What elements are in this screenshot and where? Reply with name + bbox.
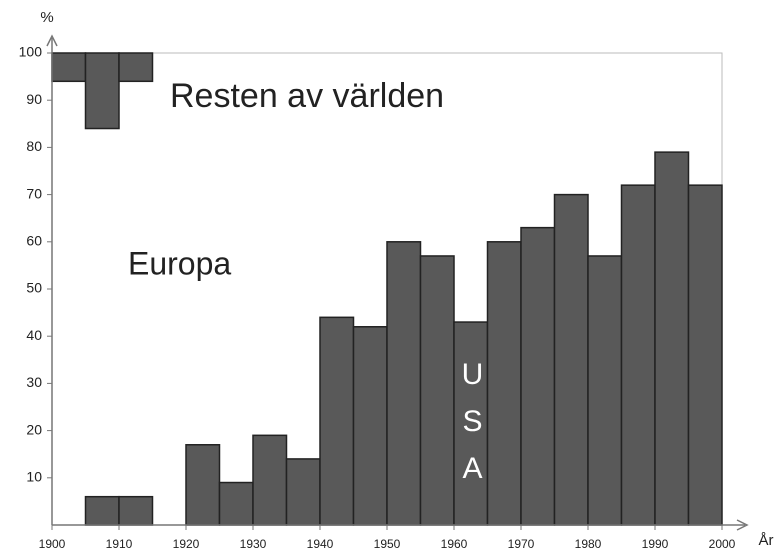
bar — [655, 53, 689, 152]
y-tick-label: 90 — [26, 91, 42, 107]
bar — [689, 53, 723, 185]
bar — [622, 53, 656, 185]
y-tick-label: 30 — [26, 374, 42, 390]
bar — [521, 53, 555, 228]
bar — [118, 52, 154, 83]
bar — [285, 458, 321, 526]
y-tick-label: 100 — [19, 44, 43, 60]
bar — [654, 151, 690, 526]
bar — [153, 53, 187, 525]
y-tick-label: 40 — [26, 327, 42, 343]
bar — [488, 53, 522, 242]
y-tick-label: 80 — [26, 138, 42, 154]
bar — [553, 193, 589, 526]
bar — [454, 53, 488, 322]
bar — [84, 495, 120, 526]
x-axis-label: År — [759, 532, 774, 549]
bar — [118, 495, 154, 526]
bar — [687, 184, 723, 526]
x-tick-label: 1940 — [307, 537, 334, 551]
y-tick-label: 10 — [26, 469, 42, 485]
y-axis-arrow — [46, 34, 58, 47]
bar — [185, 444, 221, 526]
series-label: Resten av världen — [170, 77, 444, 115]
bar — [51, 52, 87, 83]
bar — [252, 434, 288, 526]
x-tick-label: 1960 — [441, 537, 468, 551]
y-tick-label: 50 — [26, 280, 42, 296]
bar — [419, 255, 455, 526]
x-tick-label: 2000 — [709, 537, 736, 551]
x-tick-label: 1980 — [575, 537, 602, 551]
x-tick-label: 1950 — [374, 537, 401, 551]
x-tick-label: 1910 — [106, 537, 133, 551]
bar — [119, 81, 153, 496]
x-tick-label: 1970 — [508, 537, 535, 551]
x-tick-label: 1920 — [173, 537, 200, 551]
y-tick-label: 60 — [26, 233, 42, 249]
bar — [386, 241, 422, 526]
y-tick-label: 70 — [26, 185, 42, 201]
bar — [52, 81, 86, 525]
bar — [588, 53, 622, 256]
bar — [319, 316, 355, 526]
x-tick-label: 1930 — [240, 537, 267, 551]
x-axis-arrow — [736, 519, 749, 531]
bar — [587, 255, 623, 526]
bar — [555, 53, 589, 195]
bar — [520, 226, 556, 526]
bar — [352, 326, 388, 526]
bar — [486, 241, 522, 526]
bar — [620, 184, 656, 526]
bar — [86, 129, 120, 497]
x-tick-label: 1900 — [39, 537, 66, 551]
series-label: USA — [456, 358, 489, 499]
bar — [84, 52, 120, 130]
y-tick-label: 20 — [26, 421, 42, 437]
x-tick-label: 1990 — [642, 537, 669, 551]
y-axis-label: % — [40, 9, 53, 26]
bar — [218, 481, 254, 526]
series-label: Europa — [128, 245, 231, 281]
